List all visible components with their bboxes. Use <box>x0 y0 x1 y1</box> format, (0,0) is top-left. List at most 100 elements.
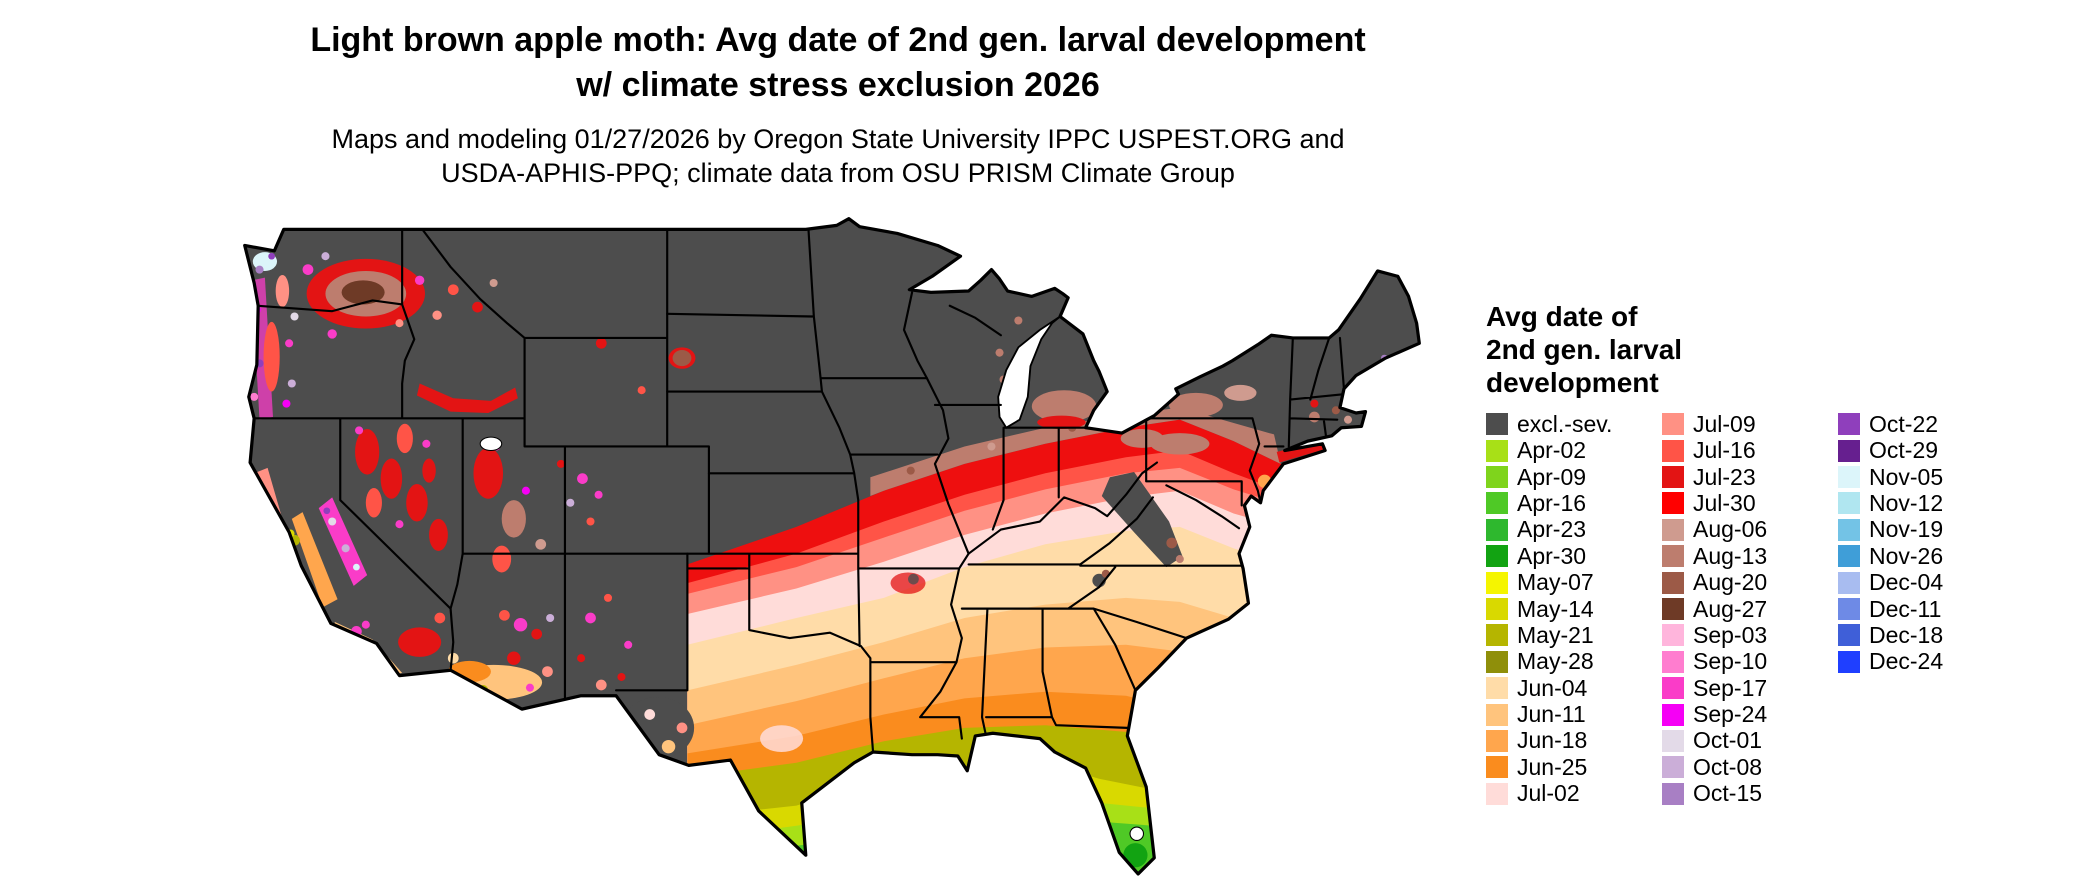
legend-entry: Jul-02 <box>1486 780 1662 807</box>
legend-swatch <box>1486 492 1508 515</box>
legend-swatch <box>1486 677 1508 700</box>
legend-entry: Nov-12 <box>1838 490 2014 516</box>
legend-swatch <box>1662 413 1684 436</box>
legend-label: May-28 <box>1517 648 1594 675</box>
patch-willamette <box>263 321 280 392</box>
legend-swatch <box>1838 492 1860 515</box>
legend-swatch <box>1486 782 1508 805</box>
legend-swatch <box>1486 624 1508 647</box>
legend-label: Oct-29 <box>1869 437 1939 464</box>
us-outline <box>243 217 1421 876</box>
legend-entry: Oct-29 <box>1838 437 2014 463</box>
legend-label: Apr-09 <box>1517 463 1587 490</box>
legend-label: Sep-24 <box>1693 701 1768 728</box>
legend-entry: Jun-25 <box>1486 754 1662 780</box>
legend-label: Dec-11 <box>1869 595 1942 622</box>
legend-label: Oct-15 <box>1693 780 1763 807</box>
legend-swatch <box>1838 624 1860 647</box>
legend-label: Nov-05 <box>1869 463 1944 490</box>
legend-swatch <box>1662 677 1684 700</box>
legend-label: Jul-30 <box>1693 489 1756 516</box>
map-fill-layers <box>244 218 1420 874</box>
legend-entry: Oct-22 <box>1838 411 2014 437</box>
legend-swatch <box>1486 571 1508 594</box>
legend-swatch <box>1662 729 1684 752</box>
legend-title-line-1: Avg date of <box>1486 301 1638 332</box>
legend-entry: Apr-02 <box>1486 437 1662 463</box>
legend-swatch <box>1662 650 1684 673</box>
legend-swatch <box>1662 492 1684 515</box>
legend-label: Oct-01 <box>1693 727 1763 754</box>
legend-swatch <box>1838 518 1860 541</box>
legend-entry: Apr-09 <box>1486 464 1662 490</box>
legend-swatch <box>1662 545 1684 568</box>
patch-appalachia <box>1101 471 1183 568</box>
legend-swatch <box>1838 650 1860 673</box>
legend-label: Jun-11 <box>1517 701 1586 728</box>
legend-entry: May-21 <box>1486 622 1662 648</box>
legend-swatch <box>1662 518 1684 541</box>
legend-swatch <box>1486 413 1508 436</box>
patch-mojave <box>398 627 442 657</box>
subtitle-line-1: Maps and modeling 01/27/2026 by Oregon S… <box>331 124 1345 154</box>
lake-okeechobee <box>1129 826 1145 841</box>
legend-label: Jun-25 <box>1517 753 1588 780</box>
legend-swatch <box>1838 439 1860 462</box>
legend-swatch <box>1486 439 1508 462</box>
legend-label: Jun-18 <box>1517 727 1588 754</box>
legend-swatch <box>1662 624 1684 647</box>
legend-label: Nov-19 <box>1869 516 1944 543</box>
legend-swatch <box>1486 466 1508 489</box>
legend-swatch <box>1486 703 1508 726</box>
title-line-1: Light brown apple moth: Avg date of 2nd … <box>310 21 1366 59</box>
patch-snake-river <box>416 383 518 413</box>
legend-entry: Jul-16 <box>1662 437 1838 463</box>
legend-swatch <box>1838 545 1860 568</box>
legend-entry: Dec-24 <box>1838 648 2014 675</box>
legend: Avg date of 2nd gen. larval development … <box>1486 300 2014 807</box>
legend-swatch <box>1662 756 1684 779</box>
legend-label: Jul-23 <box>1693 463 1756 490</box>
legend-label: Sep-17 <box>1693 674 1768 701</box>
page-title: Light brown apple moth: Avg date of 2nd … <box>0 18 1676 108</box>
legend-label: Aug-20 <box>1693 569 1768 596</box>
legend-swatch <box>1838 571 1860 594</box>
legend-label: Apr-16 <box>1517 489 1587 516</box>
legend-swatch <box>1662 703 1684 726</box>
legend-swatch <box>1662 466 1684 489</box>
legend-label: Dec-24 <box>1869 648 1944 675</box>
legend-columns: excl.-sev. Apr-02 Apr-09 Apr-16 Apr-23 Apr-30… <box>1486 411 2014 807</box>
legend-label: Jul-02 <box>1517 780 1580 807</box>
patch-s-michigan <box>1031 390 1097 423</box>
legend-label: Jul-16 <box>1693 437 1756 464</box>
legend-swatch <box>1486 598 1508 621</box>
legend-label: Sep-03 <box>1693 621 1768 648</box>
legend-label: Oct-08 <box>1693 753 1763 780</box>
legend-entry: Jun-04 <box>1486 675 1662 701</box>
legend-swatch <box>1486 650 1508 673</box>
us-map-svg <box>243 217 1421 876</box>
legend-label: Apr-23 <box>1517 516 1587 543</box>
state-borders <box>253 228 1346 754</box>
legend-swatch <box>1662 782 1684 805</box>
subtitle-line-2: USDA-APHIS-PPQ; climate data from OSU PR… <box>441 158 1235 189</box>
patch-central-valley <box>291 512 338 608</box>
legend-entry: Jul-30 <box>1662 490 1838 516</box>
patch-everglades <box>1123 843 1148 868</box>
legend-entry: Sep-24 <box>1662 701 1838 727</box>
legend-label: Aug-06 <box>1693 516 1768 543</box>
us-map <box>238 216 1422 886</box>
legend-column: Jul-09 Jul-16 Jul-23 Jul-30 Aug-06 Aug-13 Aug-… <box>1662 411 1838 807</box>
title-line-2: w/ climate stress exclusion 2026 <box>576 65 1100 104</box>
legend-column: excl.-sev. Apr-02 Apr-09 Apr-16 Apr-23 Apr-30… <box>1486 411 1662 807</box>
patch-black-hills <box>672 350 692 367</box>
legend-entry: Jul-23 <box>1662 464 1838 490</box>
legend-label: Sep-10 <box>1693 648 1768 675</box>
legend-entry: Sep-03 <box>1662 622 1838 648</box>
legend-label: excl.-sev. <box>1517 410 1613 437</box>
legend-swatch <box>1662 598 1684 621</box>
legend-column: Oct-22 Oct-29 Nov-05 Nov-12 Nov-19 Nov-26 Dec-… <box>1838 411 2014 675</box>
legend-swatch <box>1486 518 1508 541</box>
legend-label: Nov-12 <box>1869 489 1944 516</box>
